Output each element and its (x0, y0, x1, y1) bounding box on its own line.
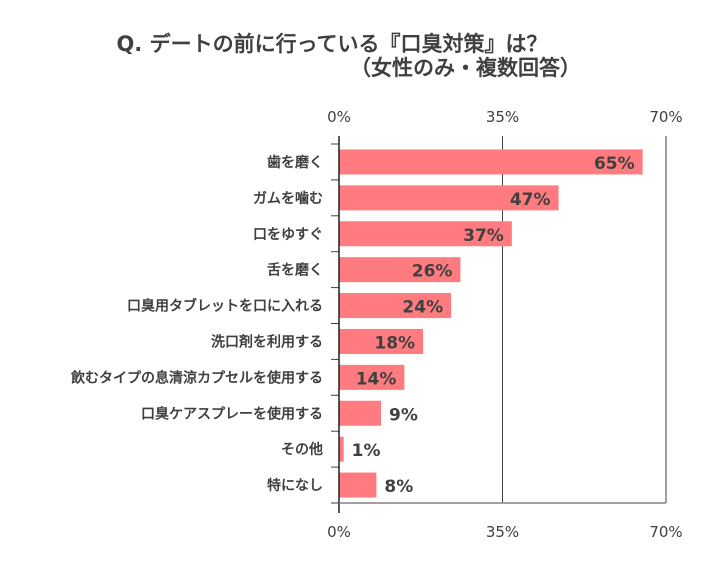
data-label: 14% (356, 369, 397, 389)
bar (339, 472, 377, 498)
category-label: 舌を磨く (267, 262, 323, 279)
top-tick-label: 0% (327, 108, 351, 126)
category-label: 口をゆすぐ (253, 227, 323, 243)
bar (339, 436, 344, 462)
data-label: 37% (463, 226, 504, 246)
data-label: 9% (389, 405, 418, 425)
data-label: 8% (384, 477, 413, 497)
chart-subtitle: （女性のみ・複数回答） (350, 56, 581, 80)
data-label: 18% (374, 333, 415, 353)
bottom-tick-label: 0% (327, 523, 351, 541)
category-label: 洗口剤を利用する (211, 333, 323, 350)
category-label: 口臭用タブレットを口に入れる (127, 298, 323, 315)
data-label: 24% (402, 298, 443, 318)
bar (339, 328, 424, 354)
bar (339, 149, 643, 175)
category-label: 歯を磨く (267, 154, 323, 171)
top-tick-label: 35% (486, 108, 519, 126)
category-label: 特になし (267, 477, 323, 494)
category-label: ガムを噛む (253, 190, 323, 207)
data-label: 26% (412, 262, 453, 282)
category-label: その他 (281, 441, 323, 458)
chart-title: Q. デートの前に行っている『口臭対策』は？ (116, 32, 548, 56)
bar (339, 364, 405, 390)
bar (339, 257, 461, 283)
data-label: 47% (510, 190, 551, 210)
bar (339, 185, 559, 211)
bottom-tick-label: 35% (486, 523, 519, 541)
category-label: 口臭ケアスプレーを使用する (141, 405, 323, 422)
category-label: 飲むタイプの息清涼カプセルを使用する (70, 369, 323, 386)
bottom-tick-label: 70% (649, 523, 682, 541)
bar (339, 400, 382, 426)
top-tick-label: 70% (649, 108, 682, 126)
data-label: 1% (352, 441, 381, 461)
bar (339, 221, 512, 247)
data-label: 65% (594, 154, 635, 174)
bar (339, 293, 452, 319)
